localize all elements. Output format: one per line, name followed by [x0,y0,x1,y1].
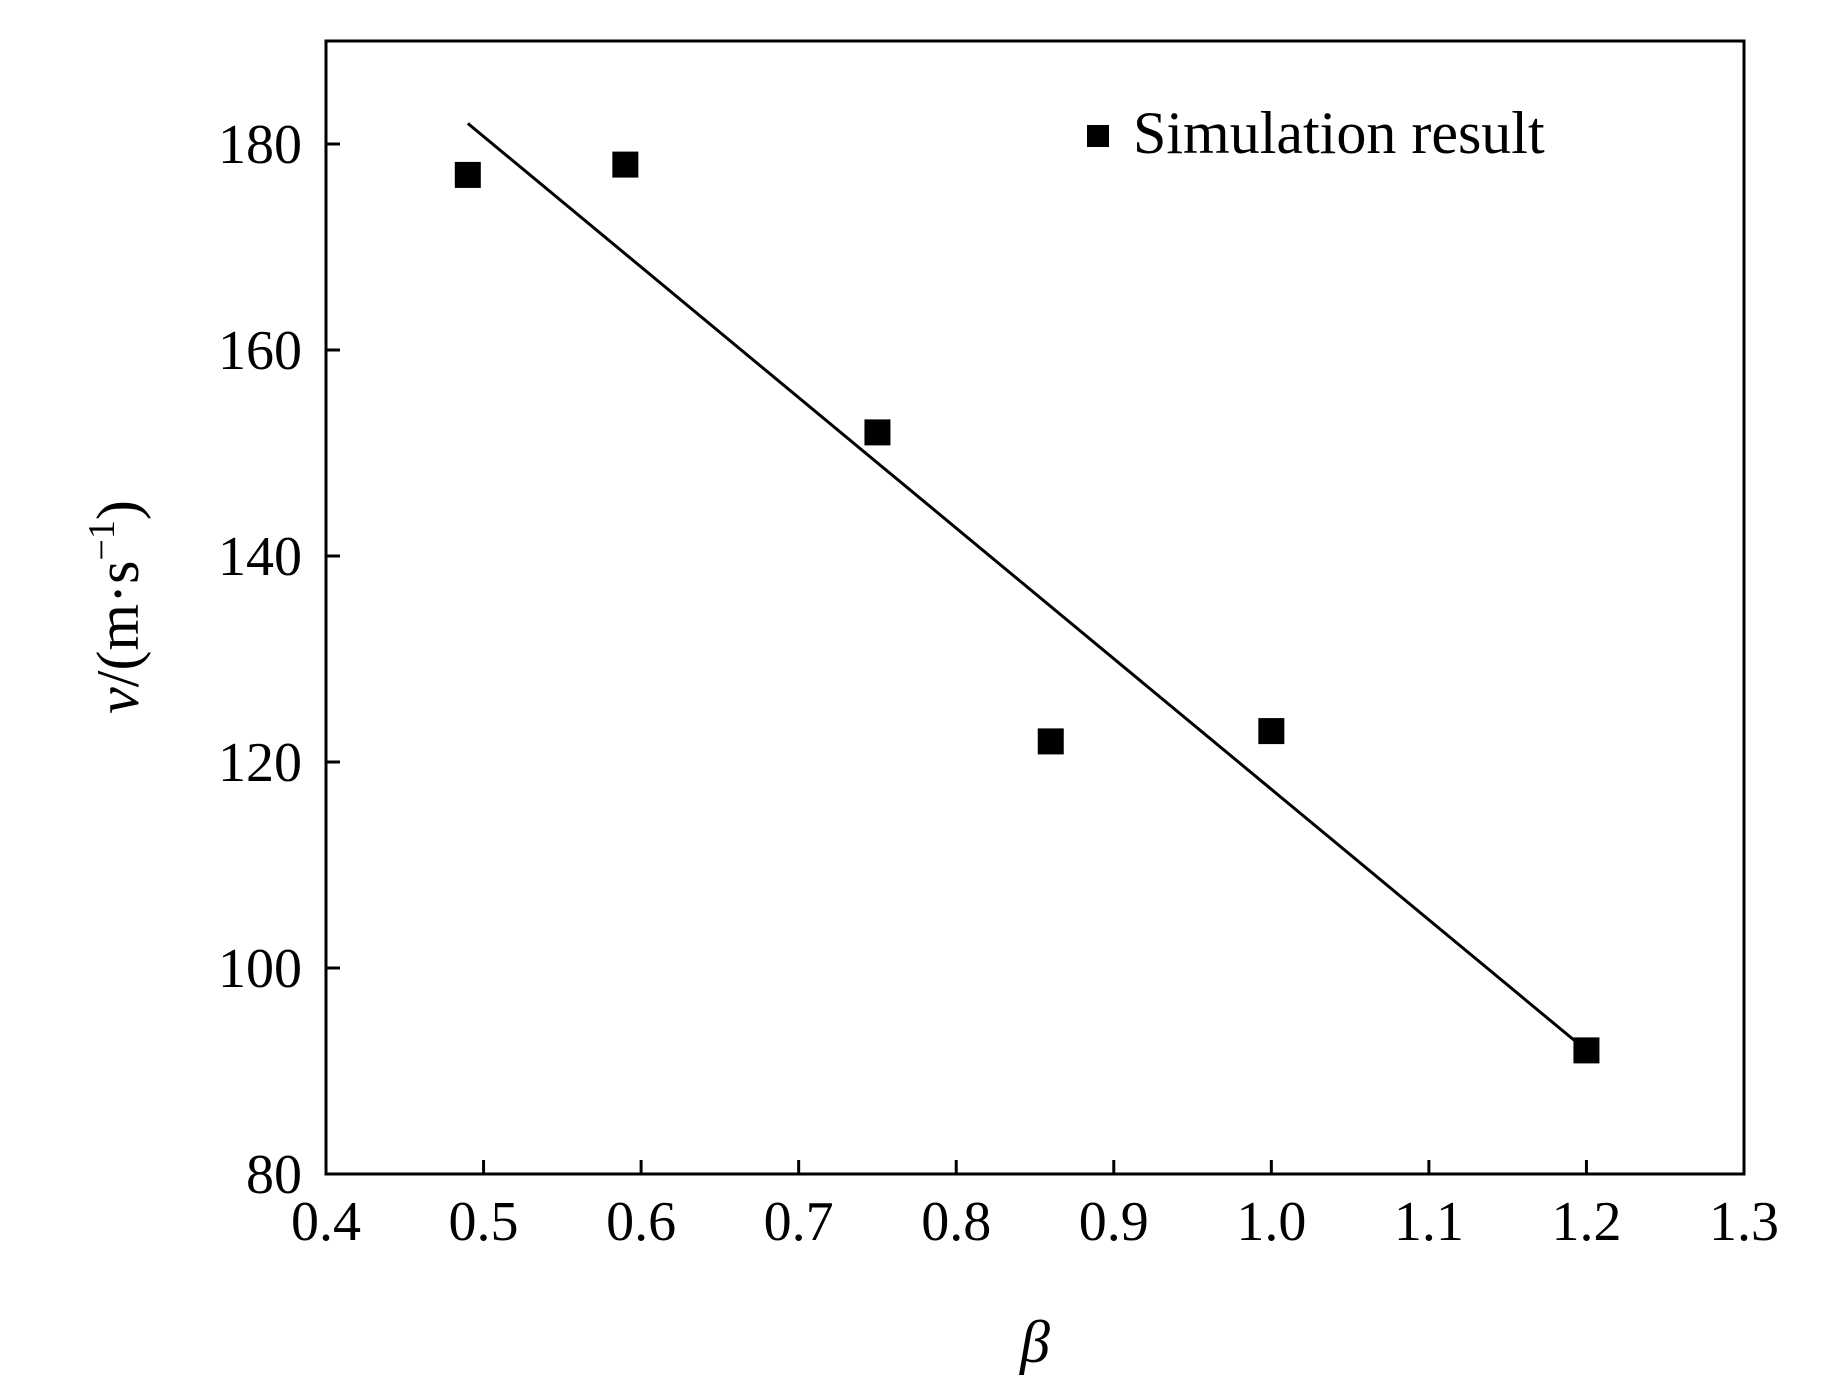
y-tick-label: 140 [218,526,302,588]
data-point [1573,1037,1600,1064]
x-tick-label: 0.6 [606,1191,676,1253]
legend-marker [1087,125,1109,147]
y-tick-label: 80 [246,1144,302,1206]
x-tick-label: 0.8 [921,1191,991,1253]
x-tick-label: 1.1 [1394,1191,1464,1253]
plot-frame [324,39,1746,1176]
data-point [1258,718,1285,745]
y-tick-label: 120 [218,732,302,794]
y-axis-ticks: 80 100 120 140 160 180 [218,114,340,1206]
x-axis-ticks: 0.4 0.5 0.6 0.7 0.8 0.9 1.0 1.1 1.2 1.3 [291,1160,1779,1253]
y-axis-unit-close: ) [85,500,151,520]
data-point [864,419,891,446]
data-points [454,151,1600,1064]
y-axis-title: v/(m·s−1) [81,500,151,714]
y-axis-symbol: v [85,687,151,714]
x-tick-label: 0.4 [291,1191,361,1253]
y-tick-label: 100 [218,938,302,1000]
y-tick-label: 160 [218,320,302,382]
y-axis-unit: /(m·s [85,561,151,688]
y-axis-unit-exponent: −1 [81,520,123,560]
data-point [454,161,481,188]
data-point [1037,728,1064,755]
fit-line [466,122,1588,1052]
x-axis-title: β [1019,1309,1050,1375]
y-tick-label: 180 [218,114,302,176]
legend: Simulation result [1087,100,1545,166]
x-tick-label: 0.9 [1079,1191,1149,1253]
data-point [612,151,639,178]
legend-label: Simulation result [1133,100,1545,166]
x-tick-label: 0.7 [764,1191,834,1253]
x-tick-label: 0.5 [449,1191,519,1253]
x-tick-label: 1.3 [1709,1191,1779,1253]
x-tick-label: 1.0 [1236,1191,1306,1253]
x-tick-label: 1.2 [1551,1191,1621,1253]
